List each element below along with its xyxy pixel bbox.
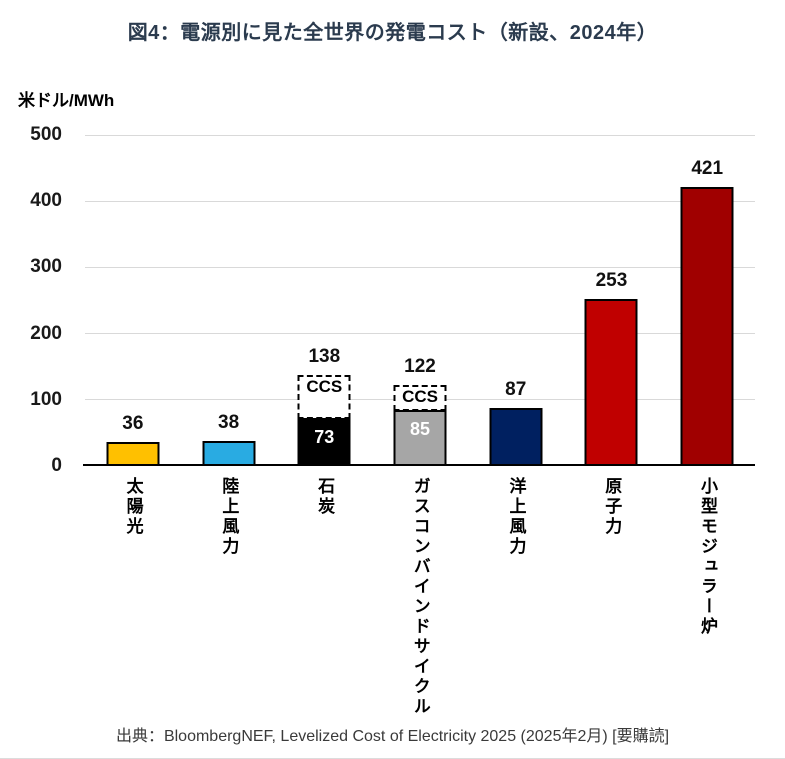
x-category-label: ガスコンバインドサイクル — [372, 477, 468, 717]
plot-area: 36 38 CCS 73 138 CCS 85 122 87 253 421 — [85, 134, 755, 466]
gridline-y500 — [85, 134, 755, 136]
gridline-y200 — [85, 333, 755, 335]
x-category-label-text: 小型モジュラー炉 — [697, 477, 717, 637]
ccs-label: CCS — [306, 376, 343, 396]
gridline-y300 — [85, 266, 755, 268]
bar-value-label: 122 — [404, 356, 436, 378]
gridline-y400 — [85, 200, 755, 202]
bar — [489, 408, 543, 466]
bar — [202, 440, 256, 466]
x-category-label-text: 洋上風力 — [506, 477, 526, 557]
bar-value-label: 87 — [505, 379, 527, 401]
bar-group: 421 — [659, 135, 755, 466]
y-tick-label-200: 200 — [30, 322, 62, 344]
x-category-label-text: 太陽光 — [123, 477, 143, 537]
x-axis-line — [83, 464, 755, 466]
bar-value-label: 253 — [595, 269, 628, 291]
y-tick-label-100: 100 — [30, 388, 62, 410]
x-category-label-text: 陸上風力 — [219, 477, 239, 557]
bar-group: 38 — [181, 135, 277, 466]
bar-value-label: 138 — [308, 345, 341, 367]
x-category-label: 石炭 — [276, 477, 372, 717]
x-category-label: 洋上風力 — [468, 477, 564, 717]
x-category-label-text: ガスコンバインドサイクル — [410, 477, 430, 717]
x-category-label: 陸上風力 — [181, 477, 277, 717]
y-tick-label-300: 300 — [30, 256, 62, 278]
x-category-label: 原子力 — [564, 477, 660, 717]
bar — [680, 187, 734, 466]
y-axis-unit-label: 米ドル/MWh — [18, 91, 115, 110]
bar-group: CCS 85 122 — [372, 135, 468, 466]
bar — [106, 442, 160, 466]
ccs-dashed-segment: CCS — [393, 385, 447, 411]
ccs-dashed-segment: CCS — [297, 374, 351, 419]
bar — [584, 298, 638, 466]
x-category-label-text: 原子力 — [602, 477, 622, 537]
bars-row: 36 38 CCS 73 138 CCS 85 122 87 253 421 — [85, 135, 755, 466]
bar-group: 87 — [468, 135, 564, 466]
y-tick-label-0: 0 — [51, 455, 62, 476]
bar-value-label: 421 — [691, 158, 724, 180]
x-axis-category-labels: 太陽光 陸上風力 石炭 ガスコンバインドサイクル 洋上風力 原子力 小型モジュラー炉 — [85, 477, 755, 717]
bar-value-label: 36 — [122, 413, 144, 435]
x-category-label: 小型モジュラー炉 — [659, 477, 755, 717]
bar-group: 253 — [564, 135, 660, 466]
bar: 85 — [393, 409, 447, 466]
x-category-label-text: 石炭 — [315, 477, 335, 517]
chart-title: 図4：電源別に見た全世界の発電コスト（新設、2024年） — [127, 22, 658, 44]
bar-inner-value-label: 73 — [314, 426, 335, 447]
bar-group: CCS 73 138 — [276, 135, 372, 466]
bar-value-label: 38 — [218, 411, 240, 433]
y-tick-label-400: 400 — [30, 190, 62, 212]
source-note: 出典：BloombergNEF, Levelized Cost of Elect… — [115, 728, 670, 745]
x-category-label: 太陽光 — [85, 477, 181, 717]
bar-inner-value-label: 85 — [410, 418, 431, 439]
bar-group: 36 — [85, 135, 181, 466]
bar: 73 — [297, 417, 351, 466]
ccs-label: CCS — [402, 387, 438, 407]
y-tick-label-500: 500 — [30, 124, 62, 145]
